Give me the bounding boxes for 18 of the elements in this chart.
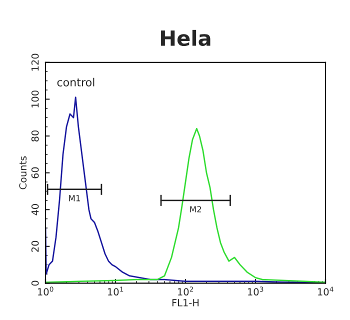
y-tick-label: 0	[31, 280, 39, 286]
y-tick-label: 100	[31, 90, 39, 108]
x-tick-label: 10$^{0}$	[38, 286, 54, 296]
x-tick-label: 10$^{2}$	[178, 286, 194, 296]
series-label: M2	[190, 206, 202, 212]
x-axis-title: FL1-H	[172, 299, 199, 306]
x-tick-label: 10$^{3}$	[248, 286, 264, 296]
x-tick-label: 10$^{4}$	[318, 286, 334, 296]
annotation: control	[57, 78, 94, 86]
y-tick-label: 120	[31, 54, 39, 71]
series-label: M1	[69, 195, 80, 202]
y-tick-label: 60	[31, 167, 39, 178]
y-tick-label: 40	[31, 204, 39, 216]
y-axis-title: Counts	[19, 156, 27, 190]
y-tick-label: 20	[31, 240, 39, 252]
x-tick-label: 10$^{1}$	[108, 286, 124, 296]
chart-title: Hela	[161, 30, 210, 46]
y-tick-label: 80	[31, 130, 39, 142]
